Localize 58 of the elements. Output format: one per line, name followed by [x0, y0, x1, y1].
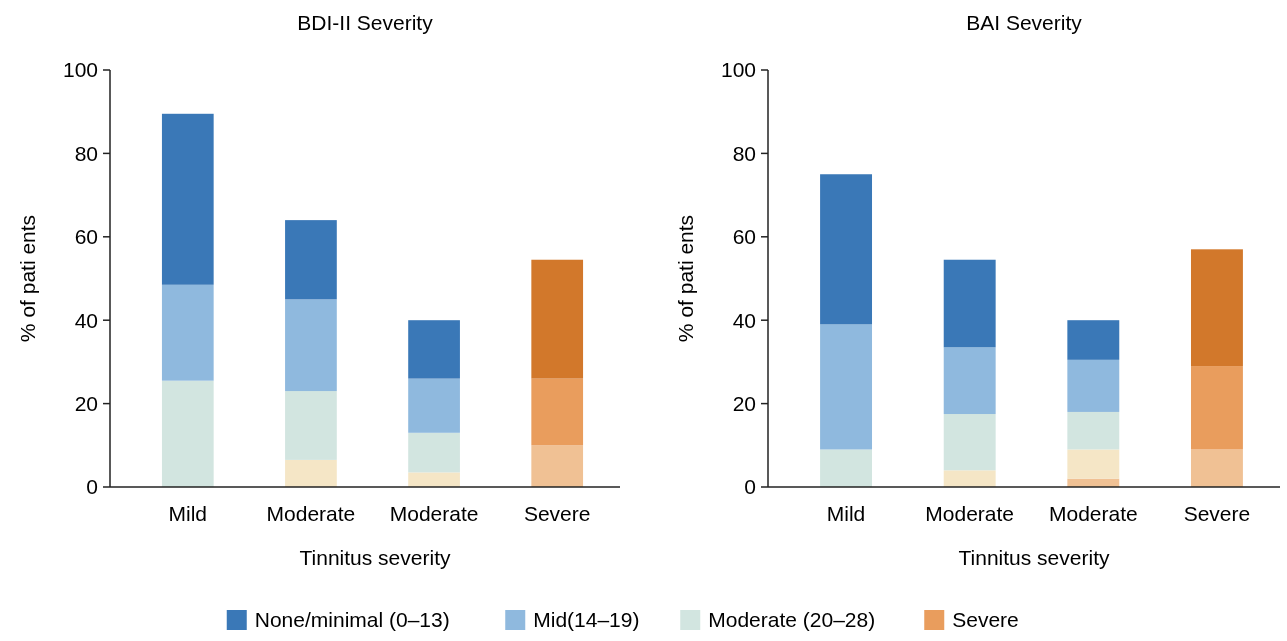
- x-tick-label: Moderate: [266, 502, 356, 525]
- bar: [1190, 249, 1243, 367]
- y-tick-label: 80: [74, 141, 98, 165]
- bar: [285, 459, 337, 487]
- bar: [1190, 366, 1243, 450]
- y-tick-label: 0: [744, 475, 756, 499]
- x-axis-title: Tinnitus severity: [958, 546, 1110, 569]
- bar: [1067, 411, 1120, 450]
- bar: [943, 470, 996, 487]
- y-tick-label: 60: [732, 225, 756, 249]
- y-tick-label: 40: [74, 308, 98, 332]
- bar: [285, 391, 337, 460]
- bar: [408, 378, 460, 433]
- y-tick-label: 20: [74, 391, 98, 415]
- y-tick-label: 80: [732, 141, 756, 165]
- y-tick-label: 60: [74, 225, 98, 249]
- bar: [820, 324, 873, 450]
- x-axis-title: Tinnitus severity: [299, 546, 451, 569]
- bar: [285, 220, 337, 300]
- bar: [1067, 320, 1120, 360]
- bar: [1067, 359, 1120, 412]
- bar: [161, 113, 214, 285]
- bar: [1190, 449, 1243, 487]
- bar: [943, 259, 996, 348]
- y-tick-label: 100: [62, 58, 98, 82]
- bar: [408, 320, 460, 379]
- y-tick-label: 100: [720, 58, 756, 82]
- y-axis-title: % of pati ents: [16, 214, 39, 343]
- bar: [943, 414, 996, 471]
- legend-label: Severe: [952, 608, 1019, 632]
- chart-title: BDI-II Severity: [297, 11, 434, 34]
- x-tick-label: Severe: [1183, 502, 1251, 525]
- y-tick-label: 20: [732, 391, 756, 415]
- y-tick-label: 40: [732, 308, 756, 332]
- bar: [531, 259, 584, 379]
- y-tick-label: 0: [86, 475, 98, 499]
- x-tick-label: Mild: [168, 502, 208, 525]
- legend-label: Mid(14–19): [533, 608, 640, 632]
- bar: [531, 378, 584, 446]
- bar: [161, 380, 214, 487]
- bar: [943, 347, 996, 415]
- chart-title: BAI Severity: [966, 11, 1083, 34]
- y-axis-title: % of pati ents: [674, 214, 697, 343]
- x-tick-label: Moderate: [389, 502, 479, 525]
- bar: [1067, 449, 1120, 479]
- legend-label: None/minimal (0–13): [254, 608, 450, 632]
- bar: [408, 432, 460, 473]
- x-tick-label: Moderate: [1048, 502, 1138, 525]
- bar: [531, 445, 584, 487]
- bar: [820, 449, 873, 487]
- bar: [285, 299, 337, 392]
- x-tick-label: Mild: [826, 502, 866, 525]
- bar: [408, 472, 460, 487]
- bar: [161, 284, 214, 381]
- x-tick-label: Severe: [523, 502, 591, 525]
- bar: [820, 174, 873, 325]
- legend-label: Moderate (20–28): [708, 608, 876, 632]
- x-tick-label: Moderate: [925, 502, 1015, 525]
